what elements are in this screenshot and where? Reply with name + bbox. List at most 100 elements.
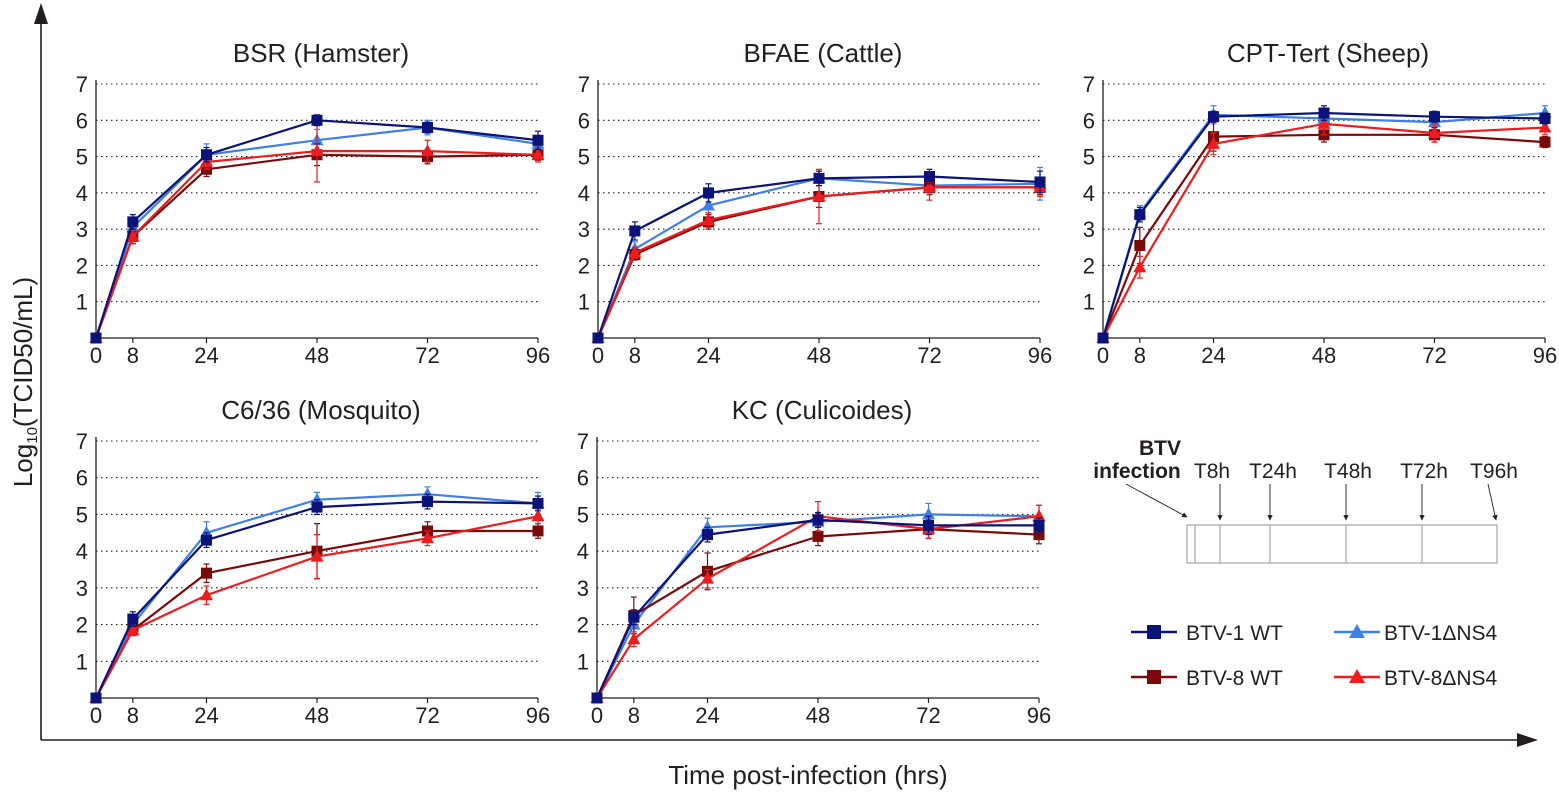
y-axis-title-subscript: 10 — [24, 427, 41, 444]
y-tick-label: 5 — [1083, 145, 1095, 170]
legend-marker-square — [1147, 625, 1161, 639]
data-point-square — [591, 692, 603, 704]
panel-c636-mosquito: C6/36 (Mosquito) 1 2 3 4 5 6 7 0 8 24 48 72 96 — [76, 395, 550, 728]
y-tick-label: 3 — [76, 217, 88, 242]
data-point-square — [532, 525, 544, 537]
legend-label-btv8-wt: BTV-8 WT — [1186, 667, 1283, 690]
x-tick-label: 0 — [591, 703, 603, 728]
legend-label-btv1-wt: BTV-1 WT — [1186, 622, 1283, 645]
timeline-label-t72h: T72h — [1400, 460, 1448, 483]
y-tick-label: 1 — [577, 649, 589, 674]
y-tick-label: 4 — [76, 539, 88, 564]
y-tick-label: 2 — [578, 253, 590, 278]
data-point-square — [923, 519, 934, 531]
x-axis-title: Time post-infection (hrs) — [668, 760, 947, 790]
data-point-triangle — [1207, 136, 1220, 149]
series-line — [95, 500, 539, 699]
data-point-square — [311, 114, 323, 126]
data-point-square — [127, 613, 139, 625]
outer-x-arrow — [1517, 733, 1538, 747]
data-point-triangle — [200, 588, 213, 601]
y-tick-label: 7 — [578, 72, 590, 97]
outer-axes — [34, 3, 1538, 747]
y-tick-label: 2 — [76, 253, 88, 278]
legend-entry-btv1-dns4: BTV-1ΔNS4 — [1334, 622, 1498, 645]
series-btv-1-wt — [592, 168, 1046, 344]
y-tick-label: 3 — [577, 576, 589, 601]
data-point-square — [532, 134, 544, 146]
y-tick-label: 2 — [577, 613, 589, 638]
legend-entry-btv8-dns4: BTV-8ΔNS4 — [1334, 667, 1498, 690]
y-axis-title-rest: (TCID50/mL) — [8, 277, 38, 427]
series-btv-8dns4 — [89, 119, 545, 343]
x-tick-label: 72 — [916, 703, 940, 728]
data-point-triangle — [812, 189, 826, 202]
data-point-triangle — [531, 509, 545, 522]
y-tick-label: 3 — [1083, 217, 1095, 242]
timeline-start-line2: infection — [1093, 460, 1181, 483]
panel-title: BFAE (Cattle) — [744, 38, 903, 68]
y-tick-label: 7 — [1083, 72, 1095, 97]
panel-title: KC (Culicoides) — [732, 395, 913, 425]
data-point-triangle — [922, 507, 935, 520]
x-tick-label: 8 — [127, 703, 139, 728]
x-tick-label: 0 — [592, 343, 604, 368]
series-btv-8dns4 — [89, 508, 545, 703]
x-tick-label: 72 — [415, 703, 439, 728]
series-btv-8dns4 — [1096, 112, 1552, 343]
timeline-label-t24h: T24h — [1249, 460, 1297, 483]
series-line — [596, 513, 1040, 699]
timeline-arrow-t96h — [1487, 483, 1498, 521]
data-point-triangle — [627, 632, 641, 645]
y-tick-label: 6 — [578, 108, 590, 133]
y-tick-label: 5 — [76, 502, 88, 527]
panel-bfae-cattle: BFAE (Cattle) 1 2 3 4 5 6 7 0 8 24 48 72 96 — [578, 38, 1052, 368]
y-tick-label: 5 — [76, 145, 88, 170]
x-tick-label: 48 — [806, 703, 830, 728]
legend: BTV-1 WT BTV-1ΔNS4 BTV-8 WT BTV-8ΔNS4 — [1131, 622, 1498, 690]
panel-title: CPT-Tert (Sheep) — [1227, 38, 1429, 68]
series-line — [1101, 111, 1546, 339]
data-point-square — [629, 225, 641, 237]
panel-title: BSR (Hamster) — [233, 38, 409, 68]
data-point-triangle — [531, 147, 545, 160]
data-point-square — [422, 496, 433, 508]
data-point-triangle — [1032, 509, 1046, 522]
series-line — [596, 515, 1040, 699]
series-btv-1-wt — [591, 511, 1045, 704]
timeline-label-t48h: T48h — [1324, 460, 1372, 483]
x-tick-label: 72 — [1422, 343, 1446, 368]
x-tick-label: 96 — [1028, 343, 1052, 368]
y-axis-title: Log10(TCID50/mL) — [8, 277, 41, 487]
panel-kc-culicoides: KC (Culicoides) 1 2 3 4 5 6 7 0 8 24 48 72 96 — [577, 395, 1051, 728]
data-point-triangle — [126, 229, 140, 242]
series-line — [94, 150, 539, 339]
data-point-square — [1033, 519, 1045, 531]
series-btv-1dns4 — [89, 486, 545, 703]
y-tick-label: 6 — [577, 466, 589, 491]
data-point-square — [201, 567, 212, 579]
x-tick-label: 72 — [917, 343, 941, 368]
x-tick-label: 48 — [1312, 343, 1336, 368]
data-point-square — [90, 692, 102, 704]
timeline-bar — [1186, 524, 1498, 564]
data-point-square — [628, 611, 640, 623]
y-tick-label: 4 — [578, 181, 590, 206]
y-tick-label: 1 — [76, 649, 88, 674]
legend-marker-square — [1147, 670, 1161, 684]
data-point-square — [1034, 176, 1046, 188]
y-tick-label: 1 — [1083, 290, 1095, 315]
data-point-square — [127, 216, 139, 228]
x-tick-label: 24 — [194, 703, 218, 728]
data-point-square — [813, 172, 825, 184]
series-line — [1102, 122, 1546, 339]
data-point-square — [1134, 209, 1146, 221]
timeline-schematic: BTV infection T8h T24h T48h T72h T96h — [1093, 437, 1518, 564]
data-point-square — [1097, 332, 1109, 344]
y-tick-label: 2 — [1083, 253, 1095, 278]
data-point-triangle — [702, 213, 715, 226]
data-point-square — [1539, 112, 1551, 124]
data-point-square — [311, 501, 323, 513]
y-tick-label: 1 — [76, 290, 88, 315]
